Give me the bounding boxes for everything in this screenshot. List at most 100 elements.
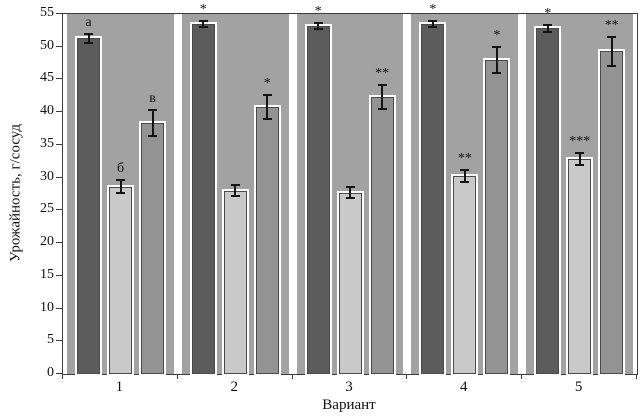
bar-series-medium bbox=[370, 97, 394, 374]
error-bar-cap bbox=[345, 196, 355, 199]
bar-series-medium bbox=[255, 106, 279, 374]
y-tick-label: 30 bbox=[40, 168, 54, 184]
bar-series-light bbox=[109, 186, 132, 374]
bar-series-light bbox=[223, 190, 247, 374]
y-tick-mark bbox=[56, 78, 62, 80]
error-bar-cap bbox=[377, 84, 387, 87]
y-tick-label: 0 bbox=[47, 365, 54, 380]
error-bar-cap bbox=[575, 164, 585, 167]
category-label: 5 bbox=[574, 379, 583, 395]
error-bar-cap bbox=[313, 21, 323, 24]
error-bar bbox=[495, 46, 498, 73]
y-tick-label: 5 bbox=[47, 332, 54, 348]
error-bar-cap bbox=[575, 152, 585, 155]
category-label: 3 bbox=[345, 379, 353, 395]
bar-series-dark bbox=[536, 28, 560, 374]
bar-series-dark bbox=[191, 23, 215, 374]
significance-label: ** bbox=[457, 150, 472, 166]
error-bar-cap bbox=[543, 30, 553, 33]
bar-series-medium bbox=[485, 59, 509, 374]
error-bar-cap bbox=[345, 186, 355, 189]
error-bar-cap bbox=[492, 71, 502, 74]
y-tick-label: 35 bbox=[40, 135, 54, 151]
error-bar-cap bbox=[607, 35, 617, 38]
error-bar-cap bbox=[116, 179, 125, 182]
y-tick-label: 55 bbox=[40, 5, 54, 20]
y-tick-mark bbox=[56, 373, 62, 374]
error-bar bbox=[202, 20, 205, 28]
bar-series-medium bbox=[141, 122, 164, 374]
error-bar-cap bbox=[198, 19, 208, 22]
error-bar-cap bbox=[428, 26, 438, 29]
bar-series-dark bbox=[77, 38, 100, 374]
y-tick-label: 20 bbox=[40, 234, 54, 250]
error-bar-cap bbox=[460, 180, 470, 183]
error-bar bbox=[266, 95, 269, 119]
y-tick-mark bbox=[56, 274, 62, 276]
error-bar-cap bbox=[492, 45, 502, 48]
error-bar bbox=[381, 85, 384, 109]
y-tick-mark bbox=[56, 242, 62, 244]
bar-series-light bbox=[568, 159, 592, 374]
significance-label: ** bbox=[604, 17, 619, 33]
y-tick-mark bbox=[56, 111, 62, 113]
error-bar bbox=[317, 22, 320, 30]
x-tick-mark bbox=[636, 374, 637, 379]
bar-series-light bbox=[338, 192, 362, 374]
error-bar-cap bbox=[84, 32, 93, 35]
significance-label: ** bbox=[375, 66, 390, 82]
error-bar bbox=[234, 185, 237, 196]
error-bar bbox=[119, 180, 122, 194]
error-bar-cap bbox=[230, 194, 240, 197]
error-bar bbox=[349, 187, 352, 198]
y-tick-label: 45 bbox=[40, 70, 54, 86]
error-bar bbox=[431, 20, 434, 28]
error-bar bbox=[87, 33, 90, 43]
error-bar-cap bbox=[116, 192, 125, 195]
significance-label: * bbox=[544, 6, 552, 22]
error-bar bbox=[546, 25, 549, 32]
error-bar-cap bbox=[148, 108, 157, 111]
y-tick-mark bbox=[56, 45, 62, 47]
significance-label: *** bbox=[569, 134, 591, 150]
plot-area: а б в * * * ** * ** * * *** ** bbox=[62, 2, 638, 375]
bar-series-dark bbox=[421, 23, 445, 374]
significance-label: * bbox=[493, 27, 501, 43]
significance-label: * bbox=[429, 1, 437, 17]
y-tick-mark bbox=[56, 176, 62, 178]
x-tick-mark bbox=[291, 374, 293, 379]
significance-label: * bbox=[314, 3, 322, 19]
error-bar-cap bbox=[428, 19, 438, 22]
error-bar-cap bbox=[313, 28, 323, 31]
error-bar-cap bbox=[230, 184, 240, 187]
x-tick-mark bbox=[406, 374, 408, 379]
y-tick-label: 10 bbox=[40, 299, 54, 315]
y-tick-label: 50 bbox=[40, 37, 54, 53]
error-bar bbox=[578, 153, 581, 166]
error-bar bbox=[151, 109, 154, 136]
bar-series-medium bbox=[600, 51, 624, 374]
y-tick-label: 40 bbox=[40, 103, 54, 119]
x-tick-mark bbox=[521, 374, 523, 379]
error-bar-cap bbox=[543, 24, 553, 27]
x-axis-title: Вариант bbox=[322, 397, 376, 413]
error-bar-cap bbox=[460, 168, 470, 171]
significance-label: * bbox=[263, 76, 271, 92]
significance-label: б bbox=[116, 161, 125, 177]
x-tick-mark bbox=[176, 374, 178, 379]
y-tick-mark bbox=[56, 307, 62, 309]
category-label: 4 bbox=[460, 379, 468, 395]
y-tick-mark bbox=[56, 209, 62, 211]
y-tick-label: 25 bbox=[40, 201, 54, 217]
y-tick-label: 15 bbox=[40, 266, 54, 282]
y-tick-mark bbox=[56, 340, 62, 342]
y-tick-mark bbox=[56, 13, 62, 14]
error-bar-cap bbox=[607, 64, 617, 67]
error-bar-cap bbox=[377, 107, 387, 110]
bar-series-light bbox=[453, 175, 477, 374]
error-bar-cap bbox=[198, 26, 208, 29]
x-tick-mark bbox=[62, 374, 63, 379]
error-bar bbox=[463, 169, 466, 182]
error-bar-cap bbox=[262, 117, 272, 120]
